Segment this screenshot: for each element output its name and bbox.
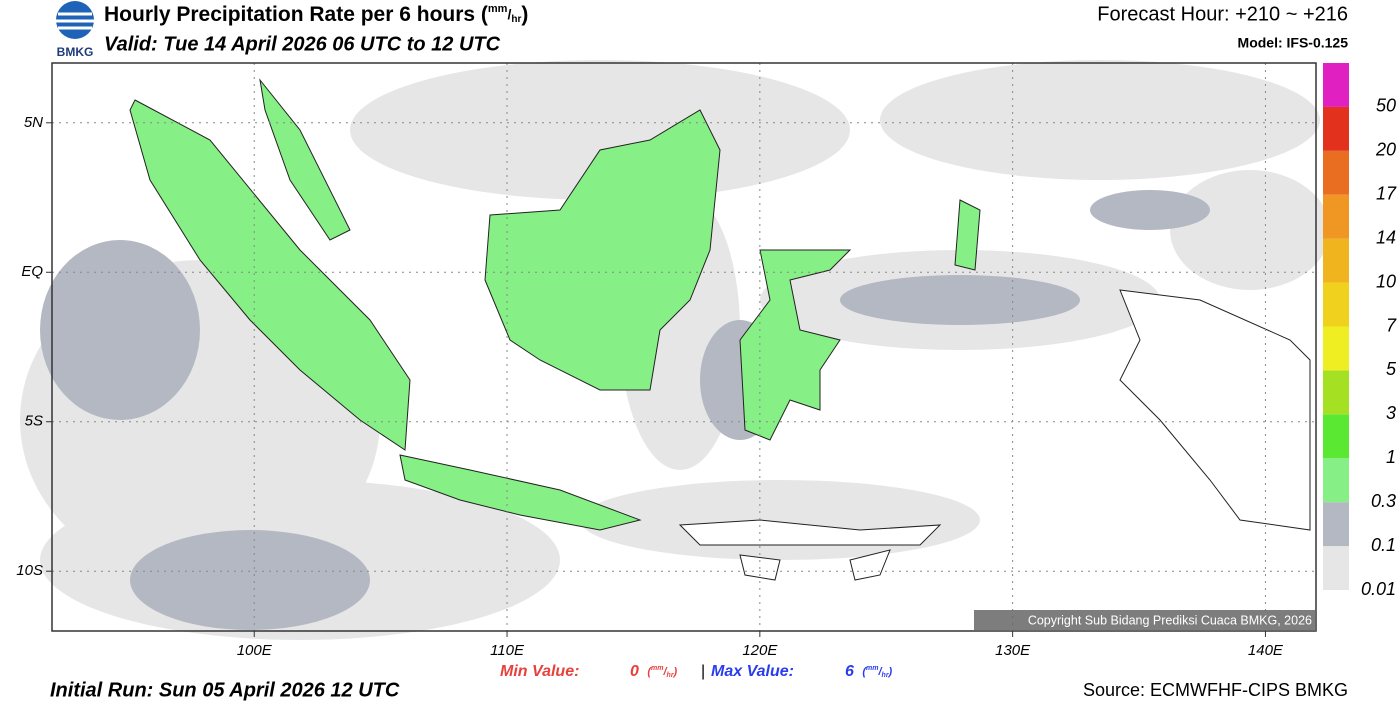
colorbar-label: 20 xyxy=(1375,140,1396,160)
min-max-line: Min Value: 0 (mm/hr) | Max Value: 6 (mm/… xyxy=(500,663,893,680)
unit-close: ) xyxy=(521,3,528,26)
title: Hourly Precipitation Rate per 6 hours (m… xyxy=(104,3,528,26)
colorbar-swatch xyxy=(1323,150,1349,195)
max-value: 6 xyxy=(845,663,854,680)
separator: | xyxy=(701,663,705,680)
min-unit-open: ( xyxy=(647,666,652,678)
max-label: Max Value: xyxy=(711,663,794,680)
lon-tick-label: 130E xyxy=(995,642,1031,659)
colorbar-label: 1 xyxy=(1386,447,1396,467)
colorbar-label: 17 xyxy=(1376,184,1397,204)
lon-tick-label: 140E xyxy=(1248,642,1284,659)
source: Source: ECMWFHF-CIPS BMKG xyxy=(1083,680,1348,700)
min-label: Min Value: xyxy=(500,663,579,680)
borneo xyxy=(484,109,721,391)
unit-den: hr xyxy=(511,14,521,25)
colorbar: 0.01 0.1 0.3 1 3 5 7 10 14 17 20 50 xyxy=(1323,63,1397,599)
model: Model: IFS-0.125 xyxy=(1238,35,1349,51)
colorbar-swatch xyxy=(1323,326,1349,371)
colorbar-swatch xyxy=(1323,282,1349,327)
colorbar-label: 0.1 xyxy=(1371,535,1396,555)
peninsula xyxy=(259,78,351,241)
lon-tick-label: 100E xyxy=(237,642,273,659)
colorbar-label: 5 xyxy=(1386,359,1397,379)
java xyxy=(399,454,642,531)
colorbar-label: 3 xyxy=(1386,403,1396,423)
timor xyxy=(849,549,891,581)
map: Copyright Sub Bidang Prediksi Cuaca BMKG… xyxy=(20,60,1330,640)
colorbar-label: 7 xyxy=(1386,315,1397,335)
colorbar-swatch xyxy=(1323,370,1349,415)
landmasses xyxy=(129,78,981,531)
logo-text: BMKG xyxy=(57,45,94,59)
colorbar-label: 0.3 xyxy=(1371,491,1396,511)
unit-sep: / xyxy=(507,6,511,22)
colorbar-label: 10 xyxy=(1376,271,1396,291)
sumatra xyxy=(129,99,411,451)
lesser-sunda xyxy=(678,519,942,546)
copyright: Copyright Sub Bidang Prediksi Cuaca BMKG… xyxy=(1028,613,1312,627)
max-unit-den: hr xyxy=(882,672,890,679)
forecast-hour: Forecast Hour: +210 ~ +216 xyxy=(1097,3,1348,25)
colorbar-swatch xyxy=(1323,63,1349,107)
lat-tick-label: 5S xyxy=(25,413,43,430)
max-unit-open: ( xyxy=(862,666,867,678)
unit-num: mm xyxy=(488,3,508,15)
colorbar-swatch xyxy=(1323,414,1349,459)
min-unit-close: ) xyxy=(673,666,678,678)
colorbar-swatch xyxy=(1323,546,1349,590)
min-unit-num: mm xyxy=(651,665,663,672)
lat-tick-label: EQ xyxy=(21,263,43,280)
logo: BMKG xyxy=(56,1,94,59)
colorbar-swatch xyxy=(1323,502,1349,547)
min-unit-den: hr xyxy=(667,672,675,679)
lat-tick-label: 5N xyxy=(24,114,43,131)
min-unit-sep: / xyxy=(662,666,668,678)
sulawesi xyxy=(739,249,852,441)
lat-tick-label: 10S xyxy=(16,562,43,579)
max-unit-num: mm xyxy=(866,665,878,672)
title-text: Hourly Precipitation Rate per 6 hours ( xyxy=(104,3,488,26)
halmahera xyxy=(954,199,981,271)
colorbar-label: 0.01 xyxy=(1361,579,1396,599)
colorbar-swatch xyxy=(1323,194,1349,239)
max-unit-sep: / xyxy=(877,666,883,678)
map-frame xyxy=(51,62,1317,632)
logo-stripes xyxy=(56,12,94,30)
copyright-bg xyxy=(974,610,1316,631)
lon-tick-label: 120E xyxy=(742,642,778,659)
colorbar-swatch xyxy=(1323,106,1349,151)
papua xyxy=(1119,289,1311,531)
min-value: 0 xyxy=(630,663,639,680)
max-unit-close: ) xyxy=(888,666,893,678)
lon-tick-label: 110E xyxy=(490,642,525,659)
initial-run: Initial Run: Sun 05 April 2026 12 UTC xyxy=(50,679,400,701)
colorbar-swatch xyxy=(1323,458,1349,503)
valid-time: Valid: Tue 14 April 2026 06 UTC to 12 UT… xyxy=(104,33,501,55)
colorbar-swatch xyxy=(1323,238,1349,283)
colorbar-label: 50 xyxy=(1376,96,1396,116)
eastern-islands xyxy=(678,289,1311,581)
colorbar-label: 14 xyxy=(1376,227,1396,247)
